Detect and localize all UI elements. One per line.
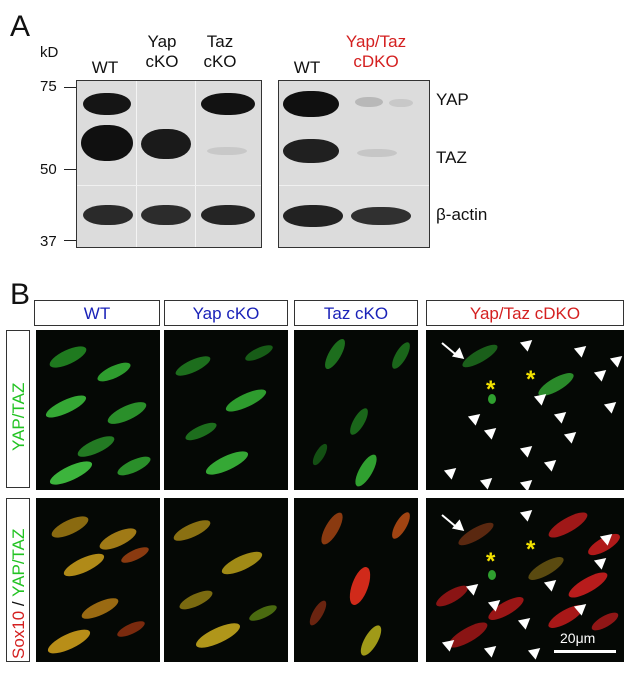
arrowhead-marker bbox=[553, 407, 571, 424]
mw-marker-37: 37 bbox=[40, 233, 57, 250]
band-label-taz: TAZ bbox=[436, 148, 467, 167]
arrowhead-marker bbox=[443, 463, 461, 480]
mw-tick-75 bbox=[64, 87, 76, 88]
arrowhead-marker bbox=[519, 505, 537, 522]
lane-label-taz-cko: Taz cKO bbox=[203, 32, 237, 71]
panel-a-letter: A bbox=[10, 10, 31, 43]
lane-label-wt-2: WT bbox=[293, 58, 321, 77]
lane-label-wt: WT bbox=[91, 58, 119, 77]
micrograph-yap-cko-merge bbox=[164, 498, 288, 662]
arrowhead-marker bbox=[609, 351, 624, 368]
arrowhead-marker bbox=[593, 553, 611, 570]
arrowhead-marker bbox=[483, 423, 501, 440]
row-label-sox10-yap-taz: Sox10 / YAP/TAZ bbox=[9, 528, 28, 659]
arrowhead-marker bbox=[527, 643, 545, 660]
arrowhead-marker bbox=[543, 575, 561, 592]
micrograph-yap-taz-cdko-merge: * * 20μm bbox=[426, 498, 624, 662]
arrowhead-marker bbox=[517, 613, 535, 630]
scale-bar-label: 20μm bbox=[560, 630, 596, 646]
arrowhead-marker bbox=[543, 455, 561, 472]
arrowhead-marker bbox=[479, 473, 497, 490]
asterisk-marker: * bbox=[526, 536, 536, 563]
mw-marker-75: 75 bbox=[40, 78, 57, 95]
row-label-box-2: Sox10 / YAP/TAZ bbox=[6, 498, 30, 662]
asterisk-marker: * bbox=[486, 376, 496, 403]
arrowhead-marker bbox=[573, 341, 591, 358]
western-blot-right bbox=[278, 80, 430, 248]
mw-tick-50 bbox=[64, 169, 76, 170]
asterisk-marker: * bbox=[486, 548, 496, 575]
arrowhead-marker bbox=[603, 397, 621, 414]
mw-marker-50: 50 bbox=[40, 161, 57, 178]
western-blot-left bbox=[76, 80, 262, 248]
column-header-yap-cko: Yap cKO bbox=[164, 300, 288, 326]
scale-bar bbox=[554, 650, 616, 653]
micrograph-taz-cko-yap-taz bbox=[294, 330, 418, 490]
band-label-beta-actin: β-actin bbox=[436, 205, 488, 224]
lane-label-yap-taz-cdko: Yap/Taz cDKO bbox=[345, 32, 407, 71]
micrograph-yap-cko-yap-taz bbox=[164, 330, 288, 490]
mw-tick-37 bbox=[64, 240, 76, 241]
column-header-yap-taz-cdko: Yap/Taz cDKO bbox=[426, 300, 624, 326]
arrowhead-marker bbox=[519, 441, 537, 458]
arrowhead-marker bbox=[467, 409, 485, 426]
micrograph-wt-yap-taz bbox=[36, 330, 160, 490]
micrograph-taz-cko-merge bbox=[294, 498, 418, 662]
panel-b-letter: B bbox=[10, 278, 31, 311]
row-label-box-1: YAP/TAZ bbox=[6, 330, 30, 488]
arrowhead-marker bbox=[593, 365, 611, 382]
micrograph-yap-taz-cdko-yap-taz: * * bbox=[426, 330, 624, 490]
micrograph-wt-merge bbox=[36, 498, 160, 662]
arrowhead-marker bbox=[563, 427, 581, 444]
arrowhead-marker bbox=[519, 475, 537, 490]
arrowhead-marker bbox=[465, 579, 483, 596]
lane-label-yap-cko: Yap cKO bbox=[145, 32, 179, 71]
column-header-wt: WT bbox=[34, 300, 160, 326]
row-label-yap-taz: YAP/TAZ bbox=[9, 382, 28, 451]
column-header-taz-cko: Taz cKO bbox=[294, 300, 418, 326]
arrowhead-marker bbox=[483, 641, 501, 658]
band-label-yap: YAP bbox=[436, 90, 469, 109]
kd-label: kD bbox=[40, 44, 59, 61]
asterisk-marker: * bbox=[526, 366, 536, 393]
arrowhead-marker bbox=[519, 335, 537, 352]
